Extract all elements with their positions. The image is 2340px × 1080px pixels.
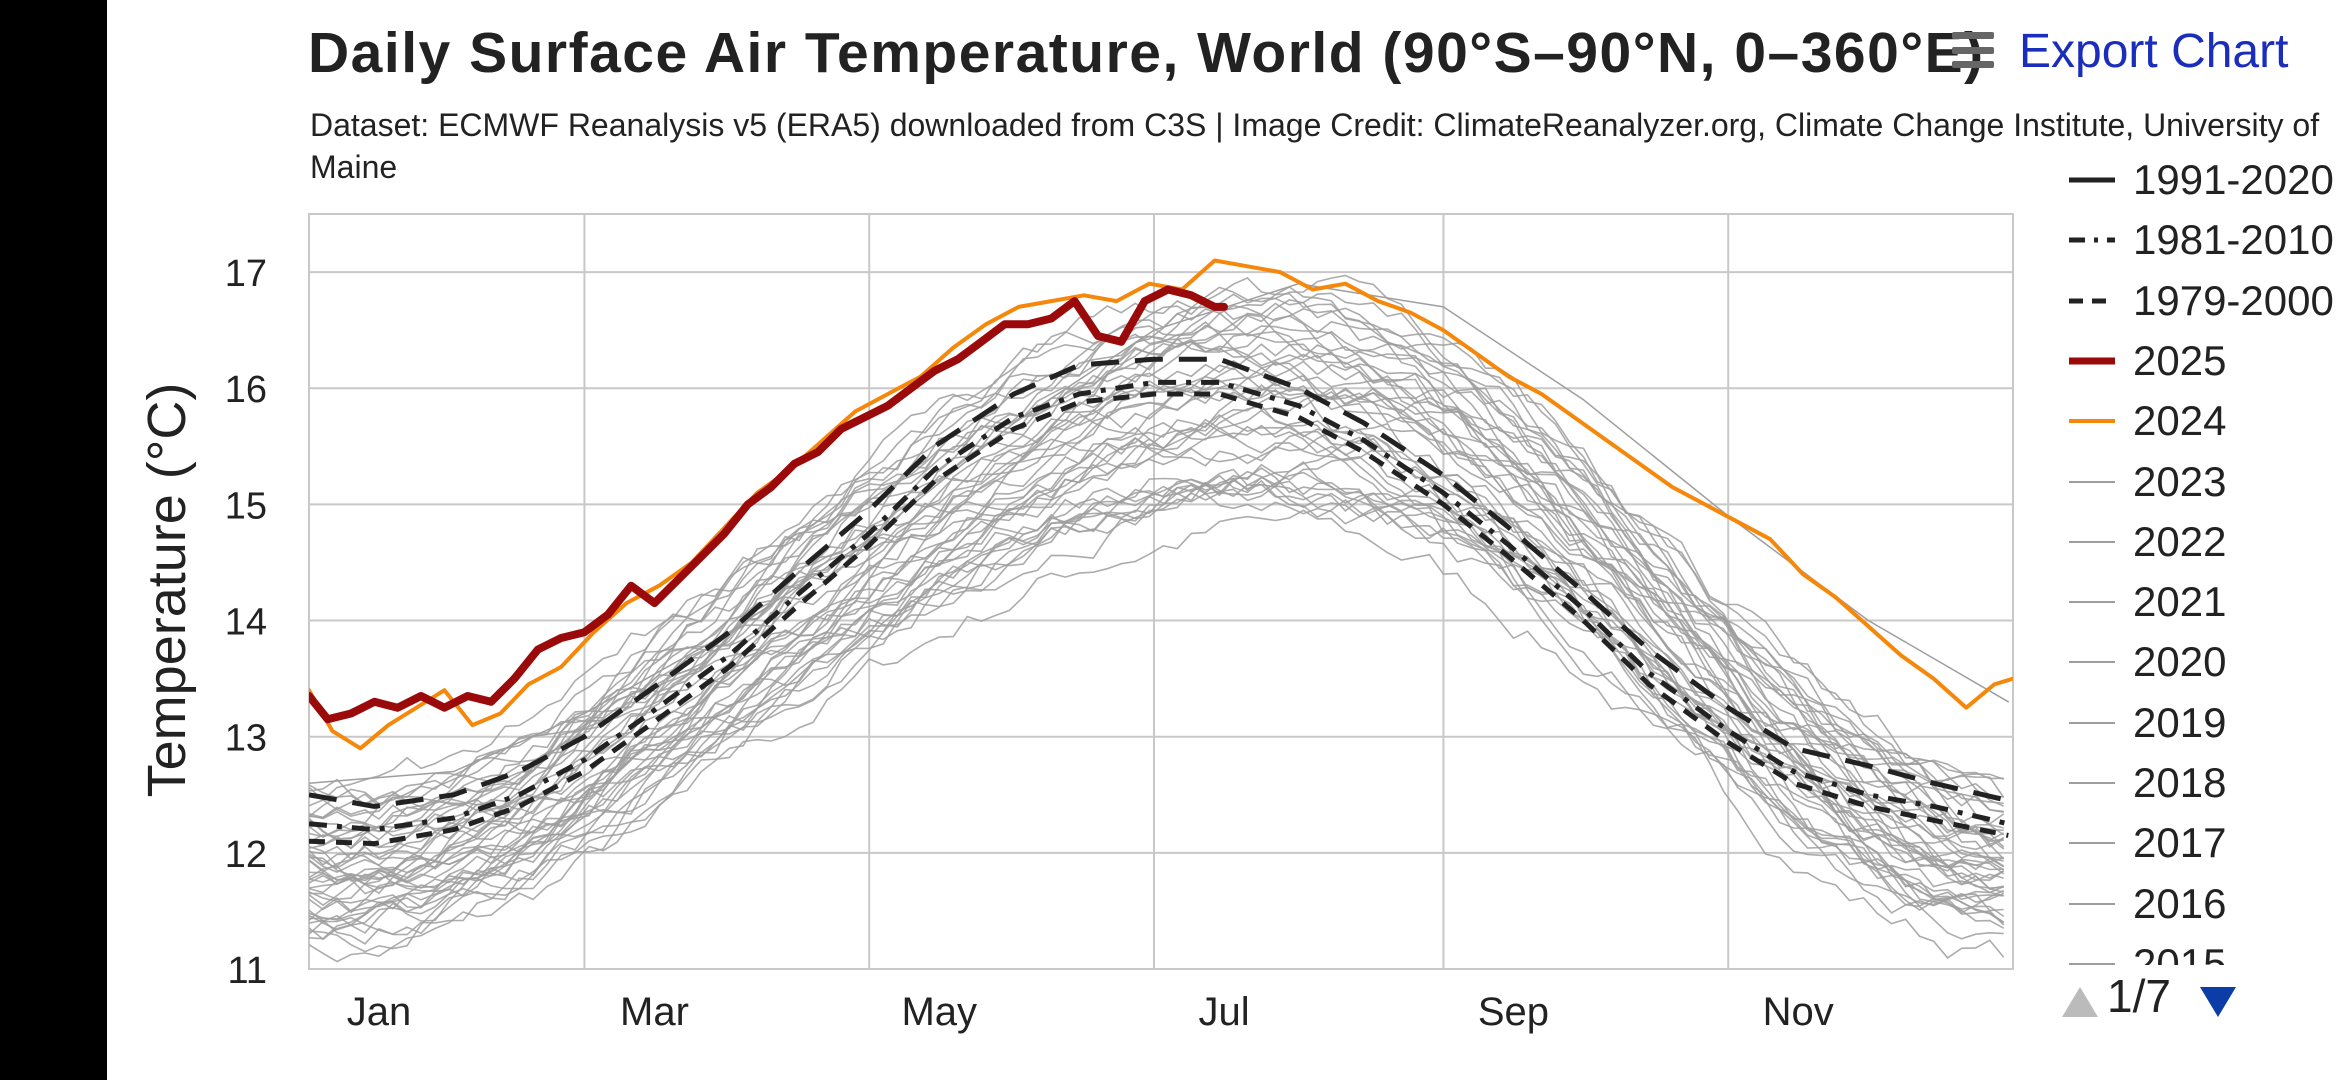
legend-label: 2017 xyxy=(2133,819,2227,867)
legend-symbol xyxy=(2069,298,2115,304)
x-tick-label: Nov xyxy=(1763,990,1834,1034)
legend-item[interactable]: 2023 xyxy=(2057,452,2340,512)
legend-label: 2015 xyxy=(2133,939,2227,965)
legend-item[interactable]: 2016 xyxy=(2057,874,2340,934)
line-chart: 11 12 13 14 15 16 17 Jan Mar May Jul Sep Nov xyxy=(225,213,2014,1034)
y-tick-label: 12 xyxy=(225,834,267,876)
background-year-line xyxy=(309,308,2004,817)
legend-label: 2023 xyxy=(2133,457,2227,505)
y-tick-label: 11 xyxy=(228,950,267,992)
background-year-line xyxy=(309,409,2004,895)
y-tick-label: 13 xyxy=(225,718,267,760)
background-year-line xyxy=(309,338,2005,850)
x-tick-label: Mar xyxy=(620,990,689,1034)
export-chart-link[interactable]: Export Chart xyxy=(2019,25,2289,78)
y-tick-label: 15 xyxy=(225,485,267,527)
legend-symbol xyxy=(2069,419,2115,424)
chart-legend: 1991-2020 1981-2010 1979-2000 2025 2024 2023 2… xyxy=(2057,150,2340,965)
pager-up-arrow-icon[interactable] xyxy=(2062,987,2098,1017)
legend-label: 2019 xyxy=(2133,698,2227,746)
series-line-2024 xyxy=(309,258,2013,751)
pager-down-arrow-icon[interactable] xyxy=(2200,987,2236,1017)
y-tick-label: 14 xyxy=(225,602,267,644)
legend-symbol xyxy=(2069,962,2115,965)
legend-item[interactable]: 2025 xyxy=(2057,331,2340,391)
legend-item[interactable]: 1991-2020 xyxy=(2057,150,2340,210)
y-tick-label: 16 xyxy=(225,369,267,411)
legend-symbol xyxy=(2069,782,2115,784)
background-year-line xyxy=(309,366,2004,886)
background-year-line xyxy=(309,274,2004,802)
background-year-line xyxy=(309,391,2005,885)
legend-label: 1979-2000 xyxy=(2133,276,2334,324)
series-line-1979-2000 xyxy=(309,391,2009,847)
background-year-line xyxy=(309,509,2005,963)
legend-label: 2022 xyxy=(2133,517,2227,565)
y-axis-label: Temperature (°C) xyxy=(137,382,197,798)
background-year-line xyxy=(309,362,2004,866)
x-tick-label: Sep xyxy=(1478,990,1549,1034)
legend-item[interactable]: 2017 xyxy=(2057,813,2340,873)
legend-item[interactable]: 2024 xyxy=(2057,391,2340,451)
background-year-line xyxy=(309,471,2005,921)
legend-label: 2018 xyxy=(2133,759,2227,806)
background-year-line xyxy=(309,276,2004,818)
pager-label: 1/7 xyxy=(2107,970,2171,1022)
legend-symbol xyxy=(2069,601,2115,604)
background-year-line xyxy=(309,476,2005,941)
series-line-2025 xyxy=(309,285,1228,724)
legend-item[interactable]: 1981-2010 xyxy=(2057,210,2340,270)
background-year-line xyxy=(309,468,2004,940)
legend-item[interactable]: 2018 xyxy=(2057,753,2340,813)
legend-label: 2024 xyxy=(2133,397,2227,445)
legend-pager: 1/7 xyxy=(2062,965,2322,1035)
legend-item[interactable]: 2015 xyxy=(2057,934,2340,965)
legend-item[interactable]: 1979-2000 xyxy=(2057,271,2340,331)
background-year-line xyxy=(309,292,2005,807)
background-year-line xyxy=(309,382,2004,889)
y-tick-label: 17 xyxy=(225,253,267,295)
x-tick-label: Jul xyxy=(1198,990,1249,1034)
legend-symbol xyxy=(2069,177,2115,183)
legend-symbol xyxy=(2069,902,2115,905)
chart-subtitle: Dataset: ECMWF Reanalysis v5 (ERA5) down… xyxy=(310,107,2320,185)
chart-panel: Daily Surface Air Temperature, World (90… xyxy=(107,0,2340,1080)
x-tick-label: Jan xyxy=(347,990,412,1034)
chart-title: Daily Surface Air Temperature, World (90… xyxy=(308,21,1985,85)
legend-label: 2020 xyxy=(2133,638,2227,686)
legend-item[interactable]: 2020 xyxy=(2057,632,2340,692)
legend-label: 2021 xyxy=(2133,578,2227,626)
legend-symbol xyxy=(2069,237,2115,243)
legend-symbol xyxy=(2069,721,2115,724)
legend-label: 1981-2010 xyxy=(2133,216,2334,264)
hamburger-menu-icon[interactable] xyxy=(1952,32,1994,68)
legend-label: 1991-2020 xyxy=(2133,156,2334,203)
background-year-line xyxy=(309,312,2004,839)
background-year-line xyxy=(309,352,2005,873)
legend-item[interactable]: 2019 xyxy=(2057,693,2340,753)
x-tick-label: May xyxy=(901,990,977,1034)
legend-item[interactable]: 2022 xyxy=(2057,512,2340,572)
legend-symbol xyxy=(2069,540,2115,543)
legend-symbol xyxy=(2069,480,2115,483)
background-year-line xyxy=(309,430,2005,882)
legend-item[interactable]: 2021 xyxy=(2057,572,2340,632)
series-line-1991-2020 xyxy=(309,356,2009,809)
background-year-line xyxy=(309,321,2004,841)
legend-label: 2016 xyxy=(2133,879,2227,927)
series-line-1981-2010 xyxy=(309,379,2009,833)
legend-label: 2025 xyxy=(2133,336,2227,384)
legend-symbol xyxy=(2069,661,2115,664)
legend-symbol xyxy=(2069,357,2115,365)
legend-symbol xyxy=(2069,842,2115,845)
background-year-line xyxy=(309,380,2004,869)
background-year-line xyxy=(309,484,2004,945)
